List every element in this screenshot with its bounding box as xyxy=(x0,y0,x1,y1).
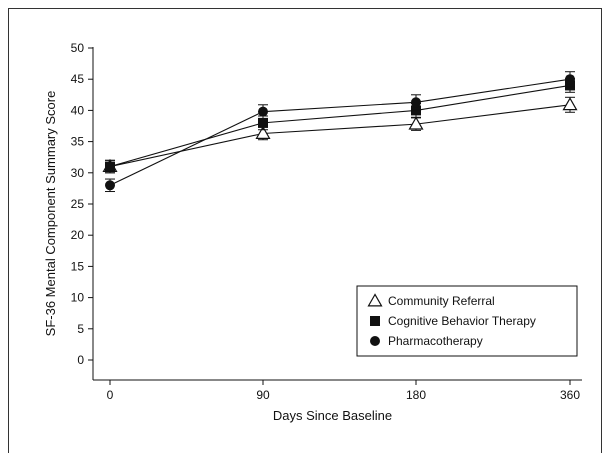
data-point xyxy=(411,97,421,108)
y-tick-label: 5 xyxy=(77,322,84,336)
legend-box xyxy=(356,285,578,357)
y-tick-label: 45 xyxy=(71,72,85,86)
legend-item-cognitive-behavior-therapy: Cognitive Behavior Therapy xyxy=(370,314,536,328)
legend-marker-shape xyxy=(367,293,383,307)
legend-label-community-referral: Community Referral xyxy=(388,294,495,308)
legend-item-pharmacotherapy: Pharmacotherapy xyxy=(370,334,483,348)
data-point xyxy=(408,116,424,130)
series-pharmacotherapy xyxy=(105,71,575,193)
y-tick-label: 25 xyxy=(71,197,85,211)
data-point xyxy=(105,161,115,172)
y-tick-label: 35 xyxy=(71,135,85,149)
y-axis-title: SF-36 Mental Component Summary Score xyxy=(43,91,58,337)
series-community-referral xyxy=(102,96,578,174)
series-line xyxy=(109,78,571,186)
filled-circle-icon xyxy=(370,336,380,346)
y-tick-label: 0 xyxy=(77,353,84,367)
data-point xyxy=(258,117,268,128)
x-axis-title: Days Since Baseline xyxy=(273,408,392,423)
figure-frame xyxy=(8,8,602,453)
y-tick-label: 10 xyxy=(71,291,85,305)
legend-label-cognitive-behavior-therapy: Cognitive Behavior Therapy xyxy=(388,314,536,328)
x-tick-label: 360 xyxy=(560,388,580,402)
y-tick-label: 30 xyxy=(71,166,85,180)
y-tick-label: 15 xyxy=(71,259,85,273)
series-line xyxy=(109,104,571,168)
x-tick-label: 0 xyxy=(107,388,114,402)
data-point xyxy=(255,125,271,139)
data-point xyxy=(565,74,575,85)
data-point xyxy=(105,180,115,191)
legend-label-pharmacotherapy: Pharmacotherapy xyxy=(388,334,483,348)
legend-marker-shape xyxy=(370,316,380,326)
data-point xyxy=(562,97,578,111)
filled-square-icon xyxy=(370,316,380,326)
open-triangle-icon xyxy=(367,293,383,307)
y-tick-label: 20 xyxy=(71,228,85,242)
data-point xyxy=(258,106,268,117)
y-tick-label: 40 xyxy=(71,103,85,117)
legend: Community Referral Cognitive Behavior Th… xyxy=(356,285,578,357)
legend-marker-shape xyxy=(370,336,380,346)
y-tick-label: 50 xyxy=(71,41,85,55)
axes: 0 5 10 15 20 25 30 35 40 45 50 0 90 180 360 xyxy=(71,41,582,402)
series-line xyxy=(109,84,571,168)
series-layer xyxy=(102,71,578,193)
series-cognitive-behavior-therapy xyxy=(105,78,575,174)
x-tick-label: 90 xyxy=(256,388,270,402)
data-point xyxy=(411,105,421,116)
legend-item-community-referral: Community Referral xyxy=(367,293,495,308)
x-tick-label: 180 xyxy=(406,388,426,402)
